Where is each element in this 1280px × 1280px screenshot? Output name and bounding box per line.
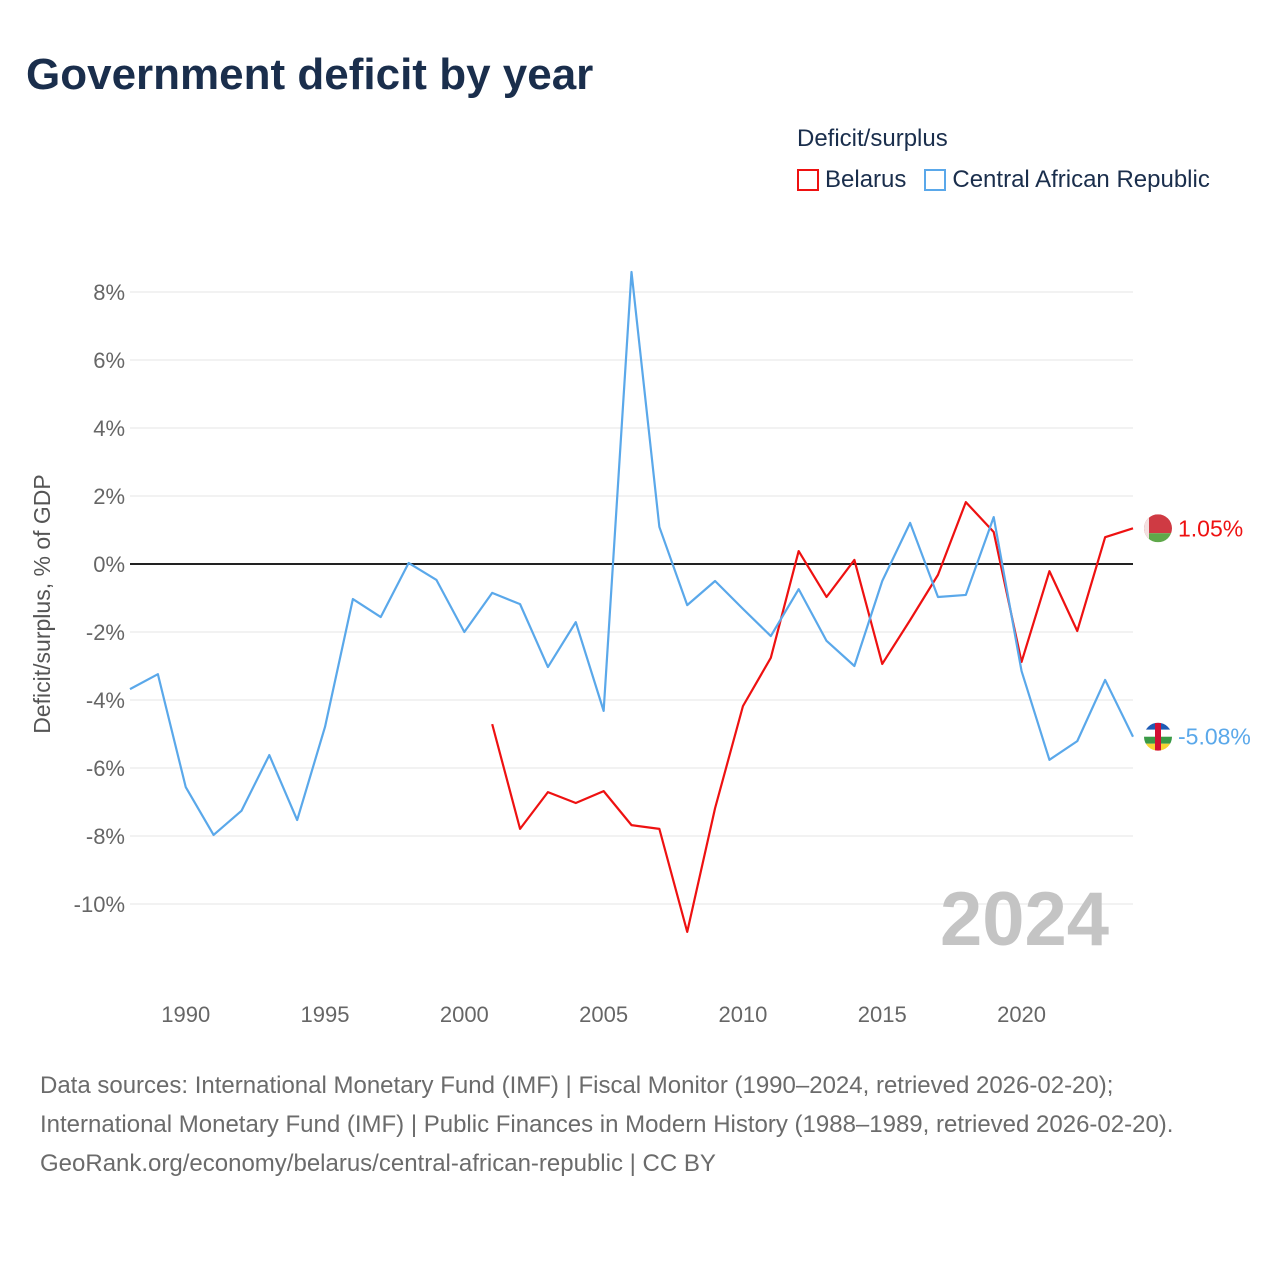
data-point[interactable] (907, 520, 913, 526)
data-point[interactable] (1046, 568, 1052, 574)
data-point[interactable] (824, 638, 830, 644)
data-point[interactable] (517, 601, 523, 607)
legend-swatch (797, 169, 819, 191)
data-point[interactable] (211, 832, 217, 838)
x-tick-label: 2000 (440, 1002, 489, 1027)
y-tick-label: -2% (86, 620, 125, 645)
data-point[interactable] (545, 789, 551, 795)
y-tick-label: 6% (93, 348, 125, 373)
data-point[interactable] (656, 524, 662, 530)
data-point[interactable] (768, 655, 774, 661)
belarus-flag-icon (1144, 514, 1172, 543)
year-watermark: 2024 (940, 877, 1109, 962)
data-point[interactable] (433, 577, 439, 583)
y-tick-label: -10% (74, 892, 125, 917)
data-point[interactable] (517, 826, 523, 832)
data-point[interactable] (601, 708, 607, 714)
data-point[interactable] (406, 560, 412, 566)
data-point[interactable] (1102, 534, 1108, 540)
chart-title: Government deficit by year (26, 50, 594, 99)
data-point[interactable] (935, 572, 941, 578)
data-point[interactable] (294, 817, 300, 823)
data-point[interactable] (991, 514, 997, 520)
data-point[interactable] (238, 808, 244, 814)
data-point[interactable] (796, 548, 802, 554)
y-tick-label: 8% (93, 280, 125, 305)
data-point[interactable] (545, 664, 551, 670)
data-point[interactable] (740, 703, 746, 709)
data-point[interactable] (1130, 734, 1136, 740)
data-point[interactable] (851, 557, 857, 563)
data-point[interactable] (712, 578, 718, 584)
data-point[interactable] (768, 633, 774, 639)
data-point[interactable] (378, 614, 384, 620)
x-tick-label: 2020 (997, 1002, 1046, 1027)
data-point[interactable] (712, 805, 718, 811)
x-tick-label: 2015 (858, 1002, 907, 1027)
data-point[interactable] (796, 586, 802, 592)
data-point[interactable] (740, 606, 746, 612)
x-tick-label: 2005 (579, 1002, 628, 1027)
data-point[interactable] (127, 686, 133, 692)
data-point[interactable] (350, 596, 356, 602)
data-point[interactable] (1102, 677, 1108, 683)
footer: Data sources: International Monetary Fun… (40, 1066, 1240, 1183)
data-point[interactable] (489, 590, 495, 596)
x-tick-label: 2010 (718, 1002, 767, 1027)
data-point[interactable] (601, 788, 607, 794)
data-point[interactable] (1130, 525, 1136, 531)
data-point[interactable] (1019, 668, 1025, 674)
y-tick-label: -6% (86, 756, 125, 781)
x-tick-label: 1995 (301, 1002, 350, 1027)
data-point[interactable] (489, 721, 495, 727)
series-line-belarus[interactable] (491, 501, 1134, 933)
y-tick-label: 4% (93, 416, 125, 441)
x-tick-label: 1990 (161, 1002, 210, 1027)
data-point[interactable] (963, 499, 969, 505)
y-tick-label: -8% (86, 824, 125, 849)
data-point[interactable] (461, 629, 467, 635)
data-point[interactable] (629, 822, 635, 828)
data-point[interactable] (155, 671, 161, 677)
data-point[interactable] (684, 602, 690, 608)
data-point[interactable] (684, 929, 690, 935)
legend-label: Central African Republic (952, 166, 1210, 193)
data-point[interactable] (183, 784, 189, 790)
data-point[interactable] (573, 619, 579, 625)
data-point[interactable] (322, 724, 328, 730)
data-point[interactable] (879, 661, 885, 667)
legend-swatch (924, 169, 947, 191)
end-value-label: -5.08% (1178, 724, 1251, 750)
legend: Belarus Central African Republic (797, 166, 1210, 194)
data-point[interactable] (656, 826, 662, 832)
y-tick-label: 2% (93, 484, 125, 509)
y-tick-label: -4% (86, 688, 125, 713)
credit-link[interactable]: GeoRank.org/economy/belarus/central-afri… (40, 1150, 716, 1177)
y-axis-label: Deficit/surplus, % of GDP (29, 474, 55, 733)
data-sources: Data sources: International Monetary Fun… (40, 1072, 1174, 1138)
line-chart: -10% -8% -6% -4% -2% 0% 2% 4% 6% 8% 1990 1995 2000 20… (29, 269, 1251, 1027)
legend-item-belarus[interactable]: Belarus (797, 166, 906, 194)
data-point[interactable] (1074, 738, 1080, 744)
data-point[interactable] (907, 617, 913, 623)
data-point[interactable] (266, 752, 272, 758)
end-value-label: 1.05% (1178, 515, 1243, 541)
series-line-car[interactable] (129, 270, 1134, 837)
data-point[interactable] (1074, 628, 1080, 634)
data-point[interactable] (824, 594, 830, 600)
data-point[interactable] (629, 269, 635, 275)
data-point[interactable] (851, 663, 857, 669)
data-point[interactable] (963, 592, 969, 598)
data-point[interactable] (1046, 757, 1052, 763)
data-point[interactable] (573, 800, 579, 806)
data-point[interactable] (879, 578, 885, 584)
legend-title: Deficit/surplus (797, 125, 948, 152)
data-point[interactable] (935, 594, 941, 600)
car-flag-icon (1144, 722, 1172, 751)
y-tick-label: 0% (93, 552, 125, 577)
legend-label: Belarus (825, 166, 907, 193)
legend-item-car[interactable]: Central African Republic (924, 166, 1210, 194)
